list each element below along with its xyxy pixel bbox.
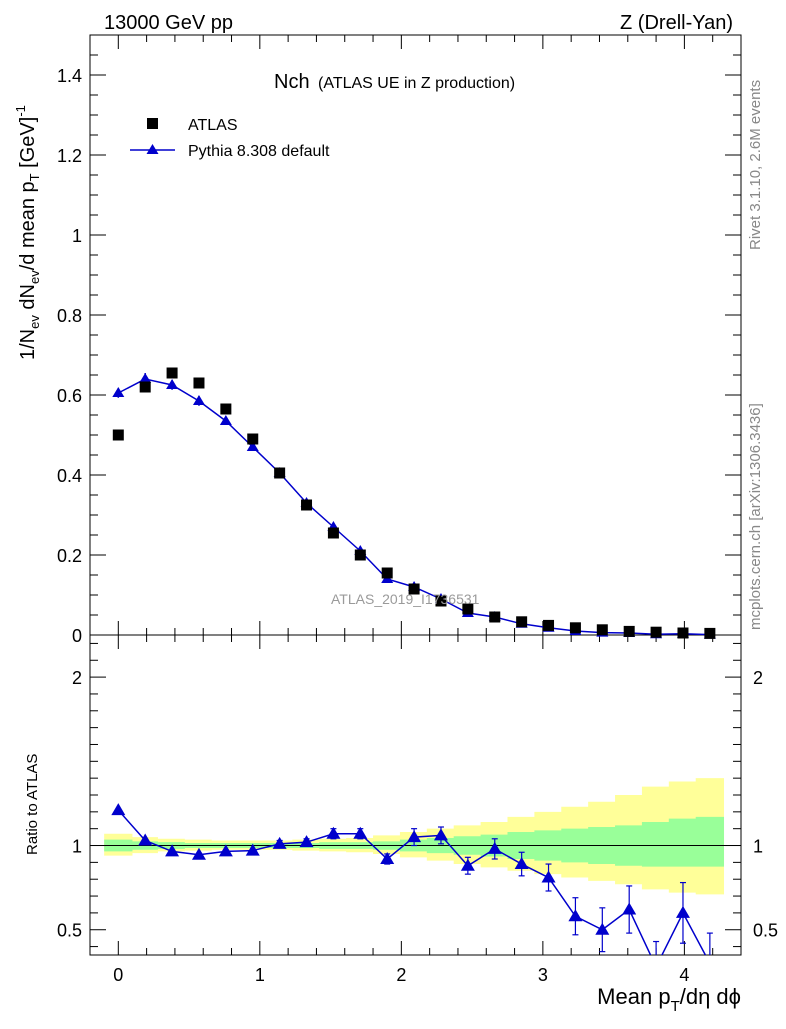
x-axis-label: Mean pT/dη dϕ	[597, 984, 741, 1015]
ratio-pythia-point	[595, 922, 610, 935]
ratio-y-tick-label-right: 2	[753, 668, 763, 688]
ratio-pythia-point	[568, 909, 583, 922]
ratio-y-tick-label-right: 1	[753, 837, 763, 857]
x-tick-label: 1	[255, 965, 265, 985]
legend-atlas-label: ATLAS	[188, 117, 238, 134]
atlas-data-point	[623, 625, 635, 637]
rivet-label: Rivet 3.1.10, 2.6M events	[747, 80, 764, 250]
mcplots-label: mcplots.cern.ch [arXiv:1306.3436]	[747, 403, 764, 630]
pythia-point	[166, 379, 179, 389]
atlas-data-point	[650, 626, 662, 638]
x-tick-label: 2	[396, 965, 406, 985]
ratio-y-tick-label: 2	[72, 668, 82, 688]
legend-pythia-label: Pythia 8.308 default	[188, 143, 330, 160]
pythia-point	[219, 415, 232, 425]
ratio-pythia-point	[353, 826, 368, 839]
atlas-data-point	[301, 499, 313, 511]
atlas-data-point	[408, 583, 420, 595]
ratio-pythia-point	[218, 844, 233, 857]
atlas-data-point	[543, 619, 555, 631]
ratio-pythia-point	[326, 826, 341, 839]
ratio-pythia-point	[541, 870, 556, 883]
pythia-point	[192, 395, 205, 405]
ratio-pythia-point	[622, 902, 637, 915]
watermark: ATLAS_2019_I1736531	[331, 591, 480, 607]
ratio-pythia-point	[460, 858, 475, 871]
atlas-data-point	[516, 616, 528, 628]
atlas-data-point	[462, 603, 474, 615]
ratio-pythia-point	[299, 835, 314, 848]
ratio-pythia-point	[487, 841, 502, 854]
process-label: Z (Drell-Yan)	[620, 12, 733, 34]
top-y-tick-label: 1.2	[57, 146, 82, 166]
atlas-data-point	[381, 567, 393, 579]
top-y-tick-label: 1.4	[57, 66, 82, 86]
atlas-data-point	[166, 367, 178, 379]
atlas-data-point	[274, 467, 286, 479]
energy-label: 13000 GeV pp	[104, 12, 233, 34]
atlas-data-point	[327, 527, 339, 539]
top-y-axis-label: 1/Nev dNev/d mean pT [GeV]-1	[13, 105, 42, 360]
legend-pythia-marker	[146, 144, 159, 154]
x-tick-label: 4	[679, 965, 689, 985]
ratio-pythia-point	[138, 833, 153, 846]
chart-subtitle: (ATLAS UE in Z production)	[318, 75, 515, 92]
x-tick-label: 3	[538, 965, 548, 985]
top-y-tick-label: 0	[72, 626, 82, 646]
atlas-data-point	[704, 627, 716, 639]
ratio-pythia-point	[675, 905, 690, 918]
atlas-data-point	[489, 611, 501, 623]
ratio-pythia-point	[191, 847, 206, 860]
marks-layer	[111, 367, 716, 955]
ratio-pythia-point	[433, 828, 448, 841]
top-y-tick-label: 0.2	[57, 546, 82, 566]
ratio-y-tick-label: 1	[72, 837, 82, 857]
pythia-point	[139, 373, 152, 383]
ratio-pythia-point	[165, 844, 180, 857]
x-tick-label: 0	[113, 965, 123, 985]
atlas-data-point	[677, 627, 689, 639]
atlas-data-point	[569, 622, 581, 634]
ratio-pythia-point	[514, 857, 529, 870]
legend-atlas-marker	[147, 118, 158, 129]
ratio-pythia-point	[272, 836, 287, 849]
atlas-data-point	[435, 595, 447, 607]
pythia-point	[112, 387, 125, 397]
ratio-y-tick-label-right: 0.5	[753, 921, 778, 941]
pythia-point	[246, 441, 259, 451]
top-y-tick-label: 1	[72, 226, 82, 246]
ratio-pythia-point	[111, 803, 126, 816]
atlas-data-point	[596, 624, 608, 636]
ratio-pythia-point	[380, 852, 395, 864]
top-y-tick-label: 0.8	[57, 306, 82, 326]
top-y-tick-label: 0.6	[57, 386, 82, 406]
chart-title: Nch	[274, 71, 310, 93]
atlas-data-point	[193, 377, 205, 389]
atlas-data-point	[247, 433, 259, 445]
atlas-data-point	[354, 549, 366, 561]
ratio-pythia-point	[245, 843, 260, 856]
ratio-pythia-point	[407, 830, 422, 843]
atlas-data-point	[220, 403, 232, 415]
ratio-y-tick-label: 0.5	[57, 921, 82, 941]
top-y-tick-label: 0.4	[57, 466, 82, 486]
atlas-data-point	[139, 381, 151, 393]
atlas-data-point	[112, 429, 124, 441]
ratio-y-axis-label: Ratio to ATLAS	[24, 754, 41, 855]
